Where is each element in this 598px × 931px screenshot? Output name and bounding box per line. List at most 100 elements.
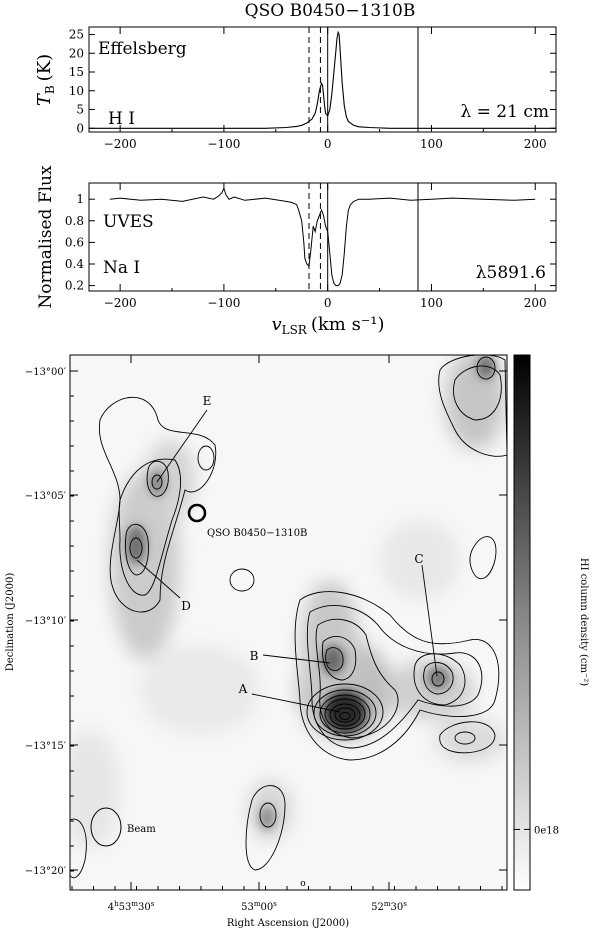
map-emission [70, 355, 505, 850]
nai-xtick-label: −100 [207, 296, 240, 310]
source-e-pointer [156, 409, 208, 483]
ra-tick-unit: s [403, 900, 407, 908]
beam-ellipse [90, 807, 122, 847]
ra-tick-label: 52m30s [371, 900, 407, 913]
dec-tick-label: −13°05′ [25, 491, 67, 502]
nai-y-ticks: 0.2 0.4 0.6 0.8 1 [65, 192, 556, 293]
ra-tick-unit: m [254, 900, 261, 908]
nai-x-axis-label-main: v [271, 314, 281, 335]
ra-tick-unit: s [273, 900, 277, 908]
nai-x-axis-label-sub: LSR [282, 323, 308, 337]
nai-y-axis-label: Normalised Flux [36, 165, 56, 309]
source-c-pointer [421, 564, 438, 677]
hi-xtick-label: −100 [207, 137, 240, 151]
nai-xtick-label: 100 [420, 296, 443, 310]
source-d-pointer [136, 559, 181, 599]
hi-ytick-label: 25 [69, 28, 84, 42]
hi-wavelength-label: λ = 21 cm [460, 102, 549, 122]
ra-tick-value: 53 [119, 902, 132, 913]
ra-tick-value: 52 [371, 902, 384, 913]
colorbar-label: HI column density (cm⁻²) [578, 558, 589, 686]
ra-tick-unit: m [131, 900, 138, 908]
ra-tick-unit: s [151, 900, 155, 908]
qso-label: QSO B0450−1310B [207, 528, 307, 539]
nai-wavelength-label: λ5891.6 [476, 263, 546, 283]
nai-xtick-label: −200 [104, 296, 137, 310]
hi-y-axis-label-unit: (K) [34, 54, 55, 82]
ra-tick-label: 53m00s [241, 900, 277, 913]
ra-tick-value: 53 [241, 902, 254, 913]
ra-tick-unit: h [114, 900, 119, 908]
figure-title: QSO B0450−1310B [245, 1, 416, 21]
ra-tick-value: 4 [108, 902, 114, 913]
hi-xtick-label: 100 [420, 137, 443, 151]
qso-marker [187, 503, 207, 523]
stray-mark: o [300, 879, 305, 889]
colorbar-ticks: 0e185e1810e1815e1820e18 [514, 825, 559, 836]
colorbar-tick-label: 0e18 [534, 825, 559, 836]
dec-tick-label: −13°00′ [25, 367, 67, 378]
nai-ytick-label: 0.8 [65, 214, 84, 228]
ra-tick-label: 4h53m30s [108, 900, 155, 913]
hi-y-axis-label-sub: B [43, 85, 57, 94]
ra-tick-unit: m [384, 900, 391, 908]
source-d-label: D [181, 599, 191, 613]
map-frame [69, 354, 508, 891]
map-x-axis-label: Right Ascension (J2000) [227, 918, 349, 929]
hi-spectrum-line [89, 30, 556, 129]
hi-xtick-label: 0 [324, 137, 332, 151]
dec-tick-label: −13°15′ [25, 741, 67, 752]
map-contours [70, 355, 507, 879]
ra-tick-value: 30 [391, 902, 404, 913]
nai-x-axis-label-unit: (km s⁻¹) [311, 314, 385, 335]
hi-ytick-label: 15 [69, 65, 84, 79]
hi-spectrum-panel: 0 5 10 15 20 25 −200 −100 0 100 200 Effelsberg H … [34, 26, 557, 151]
nai-panel-frame [88, 182, 557, 292]
hi-species-label: H I [108, 109, 135, 129]
dec-tick-label: −13°10′ [25, 616, 67, 627]
hi-y-axis-label: TB (K) [34, 54, 57, 106]
dec-tick-label: −13°20′ [25, 866, 67, 877]
hi-x-ticks: −200 −100 0 100 200 [104, 27, 547, 151]
hi-ytick-label: 20 [69, 46, 84, 60]
map-ra-tick-labels: 4h53m30s 53m00s 52m30s [108, 900, 408, 913]
nai-instrument-label: UVES [103, 212, 154, 232]
hi-y-axis-label-main: T [34, 92, 55, 106]
colorbar [513, 354, 531, 891]
ra-tick-value: 30 [138, 902, 151, 913]
source-b-label: B [250, 649, 259, 663]
hi-panel-frame [88, 26, 557, 133]
column-density-map: 4h53m30s 53m00s 52m30s −13°00′−13°05′−13°1… [5, 354, 589, 929]
hi-velocity-markers [308, 27, 419, 132]
hi-xtick-label: −200 [104, 137, 137, 151]
source-b-pointer [262, 654, 331, 664]
nai-species-label: Na I [103, 258, 140, 278]
hi-y-ticks: 0 5 10 15 20 25 [69, 28, 556, 135]
nai-ytick-label: 0.6 [65, 235, 84, 249]
hi-telescope-label: Effelsberg [98, 39, 187, 59]
nai-xtick-label: 200 [524, 296, 547, 310]
nai-x-axis-label: vLSR (km s⁻¹) [271, 314, 384, 337]
beam-label: Beam [127, 824, 156, 835]
map-dec-tick-labels: −13°00′ −13°05′ −13°10′ −13°15′ −13°20′ [25, 367, 67, 877]
hi-ytick-label: 10 [69, 84, 84, 98]
ra-tick-value: 00 [261, 902, 274, 913]
source-c-label: C [414, 552, 423, 566]
nai-velocity-markers [308, 183, 419, 291]
nai-spectrum-panel: 0.20.40.60.81 −200 −100 0 100 200 UVES Na I … [36, 165, 557, 337]
nai-spectrum-line [109, 187, 536, 287]
source-annotations: A B C D E [136, 394, 438, 713]
hi-ytick-label: 0 [76, 121, 84, 135]
source-a-label: A [238, 682, 248, 696]
nai-ytick-label: 1 [76, 192, 84, 206]
hi-ytick-label: 5 [76, 103, 84, 117]
nai-xtick-label: 0 [324, 296, 332, 310]
map-ticks [70, 355, 507, 890]
source-a-pointer [251, 693, 341, 713]
source-e-label: E [203, 394, 212, 408]
nai-ytick-label: 0.2 [65, 279, 84, 293]
nai-ytick-label: 0.4 [65, 257, 84, 271]
map-y-axis-label: Declination (J2000) [5, 573, 16, 672]
hi-xtick-label: 200 [524, 137, 547, 151]
